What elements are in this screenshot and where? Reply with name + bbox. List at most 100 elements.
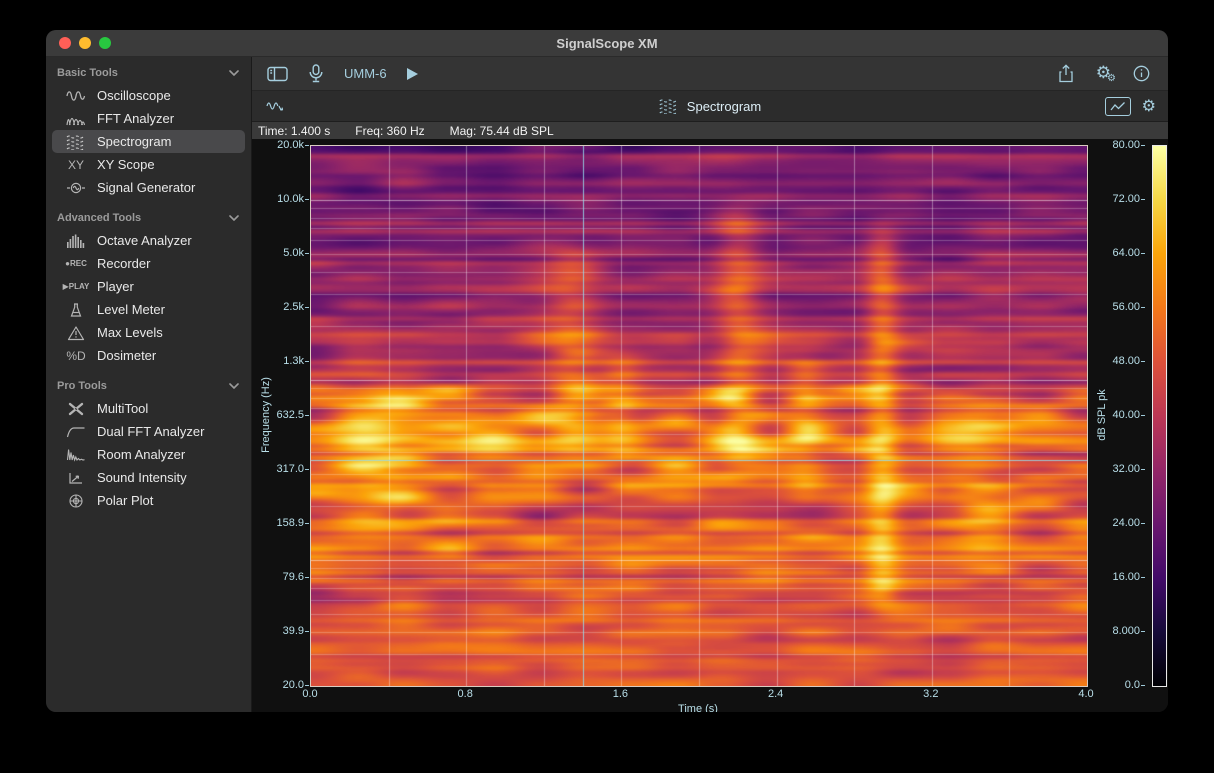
info-icon[interactable] [1133,65,1150,82]
close-window-button[interactable] [59,37,71,49]
sidebar-item-dual-fft-analyzer[interactable]: Dual FFT Analyzer [52,420,245,443]
warning-triangle-icon [62,325,90,341]
sidebar-item-xy-scope[interactable]: XY XY Scope [52,153,245,176]
chart-display-button[interactable] [1104,96,1131,116]
section-label: Pro Tools [57,380,107,392]
display-settings-icon[interactable]: ⚙ [1141,96,1156,115]
microphone-icon[interactable] [307,64,325,83]
main-panel: UMM-6 ⚙ ⚙ [252,57,1168,712]
level-meter-icon [62,302,90,318]
fft-analyzer-icon [62,111,90,127]
cbtick-label: 24.00 [1112,517,1145,529]
tool-settings-icon[interactable]: ⚙ ⚙ [1095,63,1116,84]
x-axis-title: Time (s) [678,703,718,712]
ytick-label: 20.0 [282,679,310,691]
cursor-freq-readout: Freq: 360 Hz [355,123,425,138]
sidebar-item-room-analyzer[interactable]: Room Analyzer [52,443,245,466]
cbtick-label: 80.00 [1112,139,1145,151]
app-window: SignalScope XM Basic Tools Oscilloscope [46,30,1168,712]
xtick-label: 0.8 [457,688,473,700]
cbtick-label: 56.00 [1112,301,1145,313]
sidebar-item-player[interactable]: ▶PLAY Player [52,275,245,298]
minimize-window-button[interactable] [79,37,91,49]
view-bar: Spectrogram ⚙ [252,91,1168,122]
cursor-time-readout: Time: 1.400 s [258,123,331,138]
input-signal-icon[interactable] [252,99,286,113]
colorbar [1152,145,1167,687]
sidebar-item-label: Sound Intensity [97,470,187,485]
sidebar: Basic Tools Oscilloscope FFT Analyzer [46,57,252,712]
toolbar: UMM-6 ⚙ ⚙ [252,57,1168,91]
spectrogram-canvas[interactable] [310,145,1088,687]
share-icon[interactable] [1058,64,1074,83]
polar-plot-icon [62,493,90,509]
sidebar-item-label: Oscilloscope [97,88,171,103]
sidebar-item-label: Player [97,279,134,294]
traffic-lights [59,37,111,49]
sidebar-toggle-button[interactable] [267,66,288,82]
play-icon: ▶PLAY [62,282,90,291]
xtick-label: 0.0 [302,688,318,700]
sidebar-item-oscilloscope[interactable]: Oscilloscope [52,84,245,107]
sidebar-item-recorder[interactable]: ●REC Recorder [52,252,245,275]
sidebar-item-polar-plot[interactable]: Polar Plot [52,489,245,512]
sidebar-item-octave-analyzer[interactable]: Recorder Octave Analyzer [52,229,245,252]
cbtick-label: 16.00 [1112,571,1145,583]
cbtick-label: 32.00 [1112,463,1145,475]
section-header-pro-tools[interactable]: Pro Tools [46,375,251,397]
sidebar-item-dosimeter[interactable]: %D Dosimeter [52,344,245,367]
dual-fft-analyzer-icon [62,424,90,440]
signal-generator-icon [62,180,90,196]
y-tick-labels: 20.0k 10.0k 5.0k 2.5k 1.3k 632.5 317.0 158.9 79.… [252,139,310,712]
ytick-label: 2.5k [283,301,309,313]
title-bar[interactable]: SignalScope XM [46,30,1168,57]
sidebar-item-fft-analyzer[interactable]: FFT Analyzer [52,107,245,130]
cbtick-label: 40.00 [1112,409,1145,421]
section-header-basic-tools[interactable]: Basic Tools [46,62,251,84]
record-icon: ●REC [65,259,87,268]
section-header-advanced-tools[interactable]: Advanced Tools [46,207,251,229]
sidebar-item-signal-generator[interactable]: Signal Generator [52,176,245,199]
ytick-label: 39.9 [282,625,310,637]
cursor-mag-readout: Mag: 75.44 dB SPL [449,123,554,138]
chevron-down-icon[interactable] [229,70,239,76]
ytick-label: 158.9 [276,517,309,529]
room-analyzer-icon [62,447,90,463]
sidebar-item-label: FFT Analyzer [97,111,175,126]
chevron-down-icon[interactable] [229,215,239,221]
sidebar-item-label: Signal Generator [97,180,196,195]
input-device-label[interactable]: UMM-6 [344,66,387,81]
sound-intensity-icon [62,470,90,486]
view-title-label: Spectrogram [686,98,762,114]
view-title: Spectrogram [659,98,761,114]
sidebar-item-label: Spectrogram [97,134,172,149]
chevron-down-icon[interactable] [229,383,239,389]
octave-analyzer-icon [62,233,90,249]
sidebar-item-sound-intensity[interactable]: Sound Intensity [52,466,245,489]
ytick-label: 317.0 [276,463,309,475]
spectrogram-plot-area: Frequency (Hz) 20.0k 10.0k 5.0k 2.5k 1.3k 632… [252,139,1168,712]
colorbar-tick-labels: 80.00 72.00 64.00 56.00 48.00 40.00 32.00 24.00… [1090,139,1146,712]
cbtick-label: 0.0 [1124,679,1146,691]
sidebar-item-max-levels[interactable]: Max Levels [52,321,245,344]
ytick-label: 632.5 [276,409,309,421]
ytick-label: 10.0k [277,193,309,205]
ytick-label: 1.3k [283,355,309,367]
sidebar-item-label: Dosimeter [97,348,157,363]
zoom-window-button[interactable] [99,37,111,49]
cbtick-label: 72.00 [1112,193,1145,205]
section-label: Advanced Tools [57,212,142,224]
sidebar-item-spectrogram[interactable]: Spectrogram [52,130,245,153]
oscilloscope-icon [62,88,90,104]
cbtick-label: 48.00 [1112,355,1145,367]
play-button[interactable] [406,67,419,81]
ytick-label: 5.0k [283,247,309,259]
ytick-label: 79.6 [282,571,310,583]
section-label: Basic Tools [57,67,118,79]
sidebar-item-label: Room Analyzer [97,447,186,462]
sidebar-item-label: Octave Analyzer [97,233,192,248]
sidebar-item-level-meter[interactable]: Level Meter [52,298,245,321]
sidebar-item-multitool[interactable]: MultiTool [52,397,245,420]
sidebar-item-label: Max Levels [97,325,163,340]
sidebar-item-label: Polar Plot [97,493,154,508]
